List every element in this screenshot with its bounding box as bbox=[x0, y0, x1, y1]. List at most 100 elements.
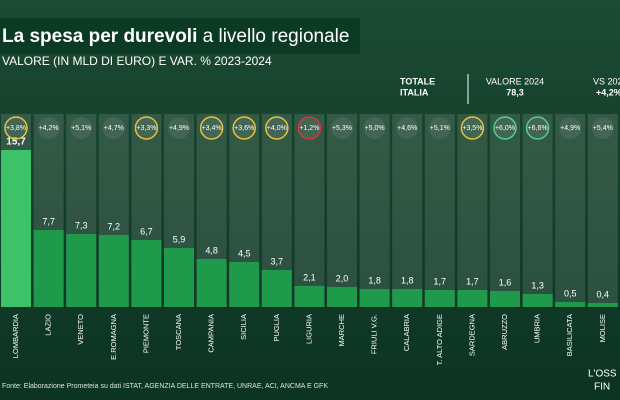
bar bbox=[294, 286, 325, 307]
bar bbox=[164, 248, 194, 307]
change-badge bbox=[460, 116, 485, 140]
change-label: +3,3% bbox=[136, 125, 156, 132]
x-tick-label: CALABRIA bbox=[402, 314, 411, 351]
column-bg bbox=[522, 114, 553, 307]
value-label: 0,5 bbox=[564, 288, 577, 298]
value-label: 2,1 bbox=[303, 272, 316, 282]
bar bbox=[327, 287, 357, 307]
change-label: +5,1% bbox=[71, 125, 91, 132]
total-value-header: VALORE 2024 bbox=[486, 76, 544, 86]
change-badge bbox=[493, 116, 517, 140]
value-label: 1,7 bbox=[434, 276, 447, 286]
title-band bbox=[0, 18, 360, 54]
x-tick-label: SICILIA bbox=[239, 314, 248, 340]
column-bg bbox=[457, 114, 488, 307]
value-label: 1,8 bbox=[401, 275, 414, 285]
change-label: +3,5% bbox=[462, 125, 482, 132]
value-label: 7,2 bbox=[108, 221, 121, 231]
change-label: +3,8% bbox=[6, 125, 26, 132]
x-tick-label: LOMBARDIA bbox=[11, 314, 20, 358]
bar bbox=[229, 262, 260, 307]
value-label: 4,5 bbox=[238, 248, 251, 258]
change-badge bbox=[297, 116, 322, 140]
logo: L'OSS bbox=[588, 369, 617, 380]
x-tick-label: MARCHE bbox=[337, 314, 346, 347]
value-label: 15,7 bbox=[6, 137, 26, 148]
subtitle: VALORE (IN MLD DI EURO) E VAR. % 2023-20… bbox=[2, 54, 272, 68]
change-badge bbox=[4, 116, 28, 140]
bar bbox=[196, 259, 227, 307]
bar bbox=[261, 270, 292, 307]
change-badge bbox=[396, 117, 419, 139]
x-tick-label: CAMPANIA bbox=[207, 314, 216, 353]
change-badge bbox=[265, 116, 289, 140]
title-rest: a livello regionale bbox=[197, 26, 349, 47]
bar bbox=[392, 289, 423, 307]
total-value: 78,3 bbox=[506, 87, 524, 97]
change-badge bbox=[591, 117, 614, 139]
change-label: +6,0% bbox=[495, 125, 515, 132]
x-tick-label: PUGLIA bbox=[272, 314, 281, 342]
change-label: +4,6% bbox=[397, 125, 417, 132]
column-bg bbox=[587, 114, 618, 307]
value-label: 7,7 bbox=[42, 216, 55, 226]
value-label: 1,3 bbox=[531, 280, 544, 290]
x-tick-label: FRIULI V.G. bbox=[370, 314, 379, 354]
bar bbox=[490, 291, 520, 307]
bar bbox=[457, 290, 488, 307]
change-badge bbox=[363, 117, 386, 139]
bar bbox=[555, 302, 586, 307]
column-bg bbox=[490, 114, 520, 307]
column-bg bbox=[424, 114, 455, 307]
total-label: TOTALE bbox=[400, 76, 435, 86]
x-tick-label: VENETO bbox=[76, 314, 85, 345]
change-label: +4,0% bbox=[267, 125, 287, 132]
change-label: +1,2% bbox=[299, 125, 319, 132]
change-label: +5,4% bbox=[593, 125, 613, 132]
change-label: +3,6% bbox=[234, 125, 254, 132]
change-label: +5,3% bbox=[332, 125, 352, 132]
source: Fonte: Elaborazione Prometeia su dati IS… bbox=[2, 383, 328, 390]
change-label: +4,9% bbox=[169, 125, 189, 132]
bar bbox=[359, 289, 390, 307]
value-label: 4,8 bbox=[205, 245, 218, 255]
bar bbox=[66, 234, 97, 307]
change-badge bbox=[168, 117, 190, 139]
change-badge bbox=[134, 116, 159, 140]
change-label: +6,6% bbox=[528, 125, 548, 132]
change-badge bbox=[70, 117, 93, 139]
value-label: 5,9 bbox=[173, 234, 186, 244]
change-badge bbox=[428, 117, 451, 139]
bar bbox=[131, 240, 162, 307]
total-label: ITALIA bbox=[400, 87, 429, 97]
value-label: 3,7 bbox=[271, 256, 284, 266]
x-tick-label: LIGURIA bbox=[304, 314, 313, 344]
column-bg bbox=[359, 114, 390, 307]
change-badge bbox=[37, 117, 60, 139]
value-label: 2,0 bbox=[336, 273, 349, 283]
x-tick-label: TOSCANA bbox=[174, 314, 183, 350]
change-label: +5,0% bbox=[365, 125, 385, 132]
chart-title: La spesa per durevoli a livello regional… bbox=[2, 26, 349, 47]
x-tick-label: PIEMONTE bbox=[141, 314, 150, 353]
change-label: +4,7% bbox=[104, 125, 124, 132]
bar bbox=[1, 150, 31, 307]
value-label: 7,3 bbox=[75, 220, 88, 230]
value-label: 1,6 bbox=[499, 277, 512, 287]
x-tick-label: MOLISE bbox=[598, 314, 607, 342]
value-label: 1,8 bbox=[368, 275, 381, 285]
bar bbox=[98, 235, 129, 307]
logo: FIN bbox=[594, 382, 610, 393]
change-badge bbox=[102, 117, 125, 139]
x-tick-label: BASILICATA bbox=[565, 314, 574, 356]
change-badge bbox=[559, 117, 582, 139]
bar bbox=[587, 303, 618, 307]
total-change: +4,2% bbox=[596, 87, 620, 97]
x-tick-label: ABRUZZO bbox=[500, 314, 509, 350]
column-bg bbox=[327, 114, 357, 307]
change-badge bbox=[199, 116, 224, 140]
change-label: +4,2% bbox=[39, 125, 59, 132]
